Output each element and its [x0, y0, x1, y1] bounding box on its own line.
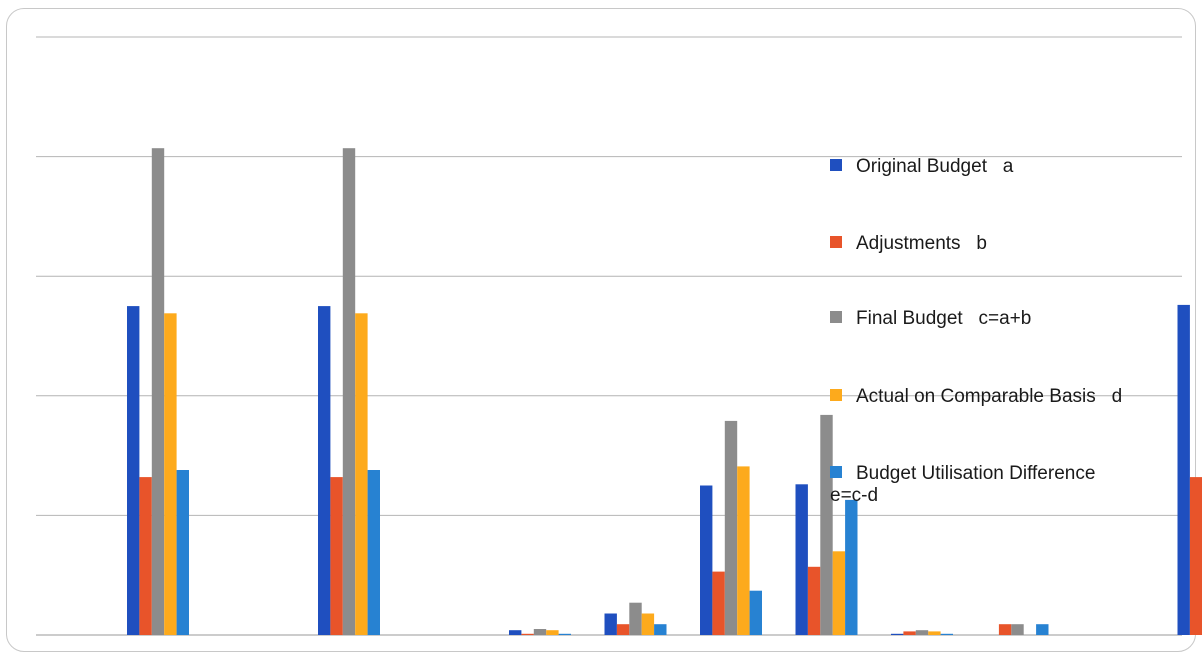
- bar: [940, 633, 953, 635]
- bar: [533, 629, 547, 635]
- bar: [998, 624, 1012, 635]
- bar: [176, 470, 189, 635]
- bar: [629, 602, 642, 635]
- bar: [151, 148, 165, 635]
- legend-item-adjustments: Adjustments b: [830, 233, 987, 255]
- bar: [1189, 477, 1202, 635]
- bar: [1011, 624, 1024, 635]
- bar: [712, 571, 725, 635]
- bar: [795, 484, 808, 635]
- bar: [355, 313, 368, 635]
- bar: [1036, 624, 1049, 635]
- bar: [342, 148, 356, 635]
- bar: [903, 631, 916, 635]
- bar: [604, 613, 617, 635]
- legend-swatch: [830, 389, 842, 401]
- legend-swatch: [830, 159, 842, 171]
- bar: [832, 551, 846, 635]
- bar: [318, 306, 331, 635]
- bar: [546, 630, 559, 635]
- bar: [127, 306, 140, 635]
- bar: [724, 420, 738, 635]
- bar: [367, 470, 380, 635]
- bar: [139, 477, 152, 635]
- legend-label: Actual on Comparable Basis d: [856, 386, 1123, 407]
- legend-label: Final Budget c=a+b: [856, 308, 1032, 329]
- legend-swatch: [830, 466, 842, 478]
- bar: [654, 624, 667, 635]
- bar: [616, 624, 630, 635]
- chart-frame: [6, 8, 1196, 652]
- legend-item-original-budget: Original Budget a: [830, 156, 1013, 178]
- bar: [845, 499, 858, 635]
- bar: [891, 633, 904, 635]
- legend-label: Original Budget a: [856, 156, 1014, 177]
- legend-label: Adjustments b: [856, 233, 987, 254]
- legend-label: Budget Utilisation Difference e=c-d: [830, 463, 1096, 506]
- legend-item-actual: Actual on Comparable Basis d: [830, 386, 1122, 408]
- legend-swatch: [830, 311, 842, 323]
- bar: [330, 477, 343, 635]
- bar: [820, 414, 833, 635]
- bar: [509, 630, 522, 635]
- legend-swatch: [830, 236, 842, 248]
- bar: [1177, 304, 1190, 635]
- bar: [700, 485, 713, 635]
- legend-item-final-budget: Final Budget c=a+b: [830, 308, 1031, 330]
- bar: [558, 633, 571, 635]
- bar: [737, 466, 750, 635]
- bar: [749, 590, 762, 635]
- bar: [164, 313, 177, 635]
- bar: [521, 633, 534, 635]
- bar: [915, 630, 929, 635]
- bar: [641, 613, 655, 635]
- bar: [807, 566, 821, 635]
- legend-item-utilisation-difference: Budget Utilisation Difference e=c-d: [830, 463, 1095, 507]
- bar: [928, 631, 941, 635]
